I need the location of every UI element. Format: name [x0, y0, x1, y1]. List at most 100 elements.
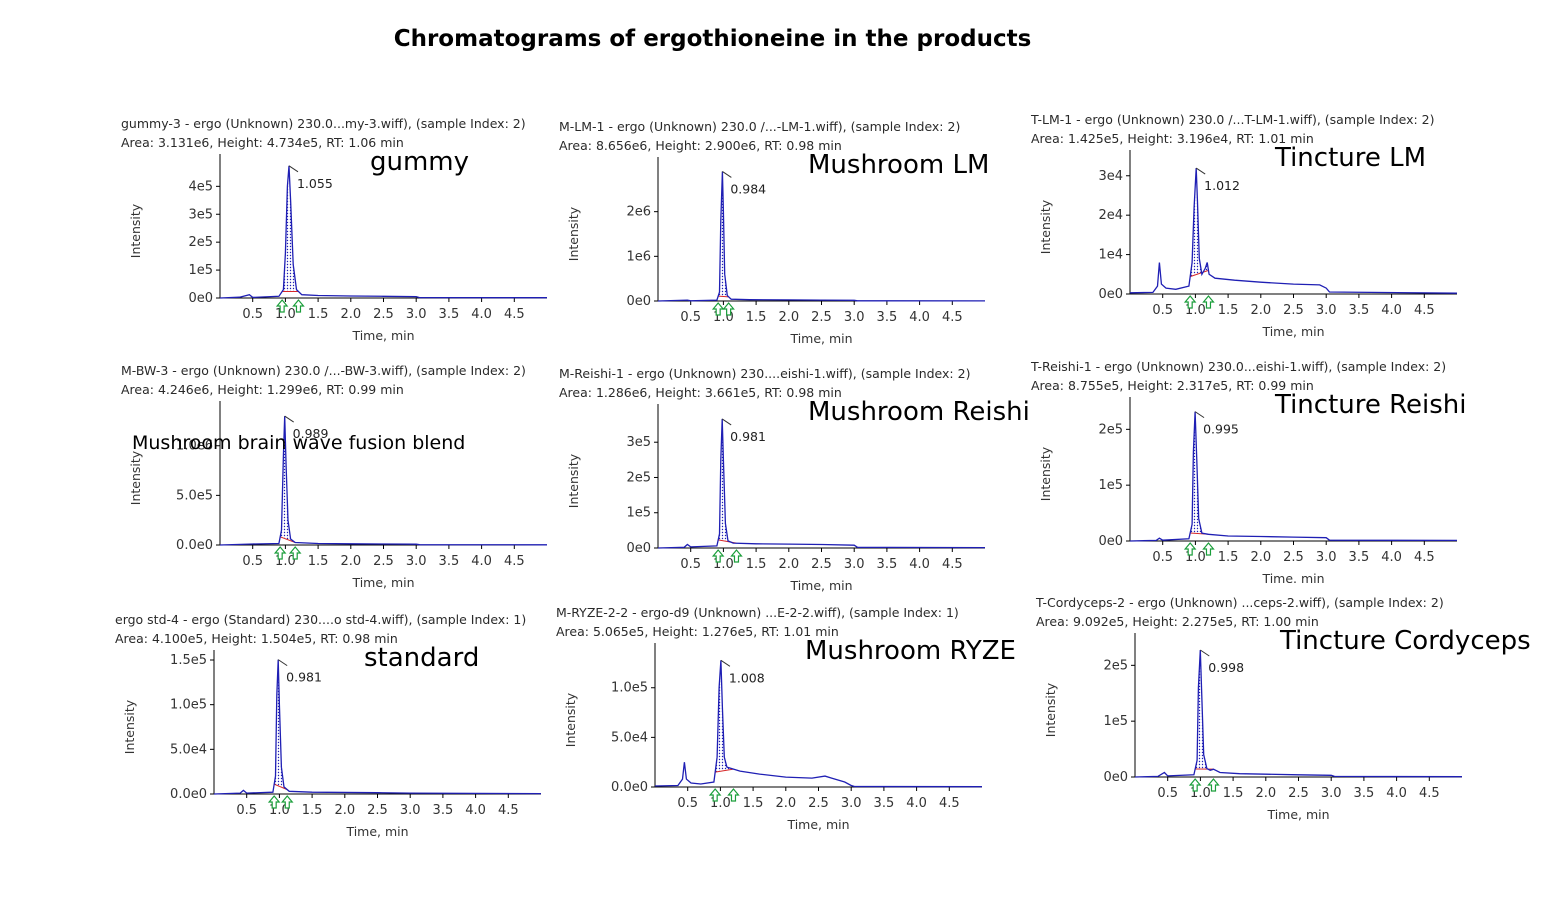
- integration-baseline: [715, 768, 734, 773]
- chromatogram-panel: ergo std-4 - ergo (Standard) 230....o st…: [109, 612, 579, 852]
- y-tick-label: 2e5: [1098, 422, 1123, 437]
- chromatogram-trace: [657, 418, 986, 549]
- x-tick-label: 2.5: [808, 796, 829, 811]
- x-tick-label: 3.5: [877, 557, 898, 572]
- y-tick-label: 5.0e4: [170, 742, 207, 757]
- y-tick-label: 5.0e4: [611, 730, 648, 745]
- y-tick-label: 3e5: [188, 207, 213, 222]
- peak-apex-marker: [1194, 411, 1205, 419]
- x-tick-label: 2.5: [373, 307, 394, 322]
- x-tick-label: 0.5: [680, 557, 701, 572]
- peak-area: [1190, 411, 1209, 535]
- peak-rt-label: 0.984: [730, 181, 766, 196]
- chromatogram-panel: M-BW-3 - ergo (Unknown) 230.0 /...-BW-3.…: [115, 363, 585, 603]
- x-tick-label: 4.5: [1419, 786, 1440, 801]
- x-tick-label: 4.0: [909, 557, 930, 572]
- integration-marker-arrow: [275, 299, 289, 313]
- chromatogram-trace: [657, 171, 986, 302]
- x-tick-label: 0.5: [1152, 550, 1173, 565]
- x-axis-title: Time, min: [351, 328, 414, 343]
- integration-marker-arrow: [288, 546, 302, 560]
- chromatogram-chart: 0e0 1e5 2e5 3e5 4e5 0.5 1.0 1.5 2.0 2.5 3.0 3.5 4.0 4…: [128, 147, 548, 343]
- y-tick-label: 2e4: [1098, 208, 1123, 223]
- x-tick-label: 4.5: [942, 557, 963, 572]
- sample-name-label: Mushroom LM: [808, 150, 989, 180]
- y-tick-label: 0e0: [1098, 287, 1123, 302]
- x-tick-label: 4.0: [909, 310, 930, 325]
- y-axis-title: Intensity: [1038, 446, 1053, 501]
- panel-header-stats: Area: 8.755e5, Height: 2.317e5, RT: 0.99…: [1031, 378, 1314, 393]
- peak-rt-label: 1.055: [297, 176, 333, 191]
- y-axis-title: Intensity: [1038, 199, 1053, 254]
- x-tick-label: 4.5: [504, 554, 525, 569]
- integration-marker-arrow: [708, 788, 722, 802]
- integration-marker-arrow: [1202, 295, 1215, 309]
- y-tick-label: 0e0: [1098, 534, 1123, 549]
- panel-header-sample: M-Reishi-1 - ergo (Unknown) 230....eishi…: [559, 366, 971, 381]
- y-axis-title: Intensity: [122, 699, 137, 754]
- integration-marker-arrow: [722, 302, 735, 316]
- x-tick-label: 2.5: [1283, 303, 1304, 318]
- x-tick-label: 1.5: [1223, 786, 1244, 801]
- y-tick-label: 1.0e5: [170, 698, 207, 713]
- integration-marker-arrow: [1183, 542, 1197, 556]
- x-tick-label: 0.5: [236, 803, 257, 818]
- y-tick-label: 0e0: [1103, 770, 1128, 785]
- x-tick-label: 3.5: [1349, 303, 1370, 318]
- integration-marker-arrow: [711, 302, 725, 316]
- y-tick-label: 1e4: [1098, 248, 1123, 263]
- x-tick-label: 4.0: [465, 803, 486, 818]
- x-tick-label: 4.0: [471, 554, 492, 569]
- x-tick-label: 3.0: [1316, 550, 1337, 565]
- x-tick-label: 2.0: [775, 796, 796, 811]
- x-tick-label: 4.5: [504, 307, 525, 322]
- peak-apex-marker: [1199, 649, 1210, 657]
- y-tick-label: 0e0: [626, 541, 651, 556]
- x-tick-label: 4.0: [1386, 786, 1407, 801]
- chromatogram-panel: T-LM-1 - ergo (Unknown) 230.0 /...T-LM-1…: [1025, 112, 1495, 352]
- integration-marker-arrow: [727, 788, 740, 802]
- y-tick-label: 0.0e0: [611, 780, 648, 795]
- integration-marker-arrow: [1188, 778, 1202, 792]
- integration-marker-arrow: [711, 549, 725, 563]
- peak-apex-marker: [277, 659, 288, 667]
- x-tick-label: 3.0: [1321, 786, 1342, 801]
- x-tick-label: 4.5: [942, 310, 963, 325]
- x-axis-title: Time, min: [351, 575, 414, 590]
- x-axis-title: Time, min: [345, 824, 408, 839]
- panel-header-sample: T-Reishi-1 - ergo (Unknown) 230.0...eish…: [1031, 359, 1447, 374]
- x-tick-label: 2.0: [1255, 786, 1276, 801]
- sample-name-label: Mushroom brain wave fusion blend: [132, 432, 465, 454]
- panel-header-stats: Area: 4.100e5, Height: 1.504e5, RT: 0.98…: [115, 631, 398, 646]
- page-title: Chromatograms of ergothioneine in the pr…: [393, 26, 1032, 52]
- peak-rt-label: 0.989: [293, 426, 329, 441]
- sample-name-label: Tincture LM: [1274, 143, 1426, 173]
- x-tick-label: 2.0: [1250, 303, 1271, 318]
- y-tick-label: 2e6: [626, 205, 651, 220]
- x-tick-label: 2.5: [1288, 786, 1309, 801]
- panel-header-sample: ergo std-4 - ergo (Standard) 230....o st…: [115, 612, 527, 627]
- panel-header-sample: T-LM-1 - ergo (Unknown) 230.0 /...T-LM-1…: [1031, 112, 1435, 127]
- x-tick-label: 0.5: [242, 307, 263, 322]
- panel-header-sample: M-RYZE-2-2 - ergo-d9 (Unknown) ...E-2-2.…: [556, 605, 959, 620]
- y-tick-label: 1.0e6: [176, 439, 213, 454]
- x-tick-label: 3.5: [439, 307, 460, 322]
- x-tick-label: 4.0: [1381, 550, 1402, 565]
- x-tick-label: 4.5: [1414, 303, 1435, 318]
- peak-area: [715, 660, 734, 773]
- y-tick-label: 1.0e5: [611, 681, 648, 696]
- panel-header-sample: gummy-3 - ergo (Unknown) 230.0...my-3.wi…: [121, 116, 526, 131]
- x-axis-title: Time. min: [1261, 571, 1324, 586]
- chromatogram-trace: [219, 416, 548, 546]
- x-tick-label: 2.5: [811, 557, 832, 572]
- x-tick-label: 3.0: [406, 554, 427, 569]
- peak-apex-marker: [722, 171, 732, 178]
- y-tick-label: 1e6: [626, 249, 651, 264]
- peak-apex-marker: [288, 165, 299, 173]
- chromatogram-panel: M-RYZE-2-2 - ergo-d9 (Unknown) ...E-2-2.…: [550, 605, 1020, 845]
- x-tick-label: 4.5: [939, 796, 960, 811]
- x-tick-label: 3.5: [877, 310, 898, 325]
